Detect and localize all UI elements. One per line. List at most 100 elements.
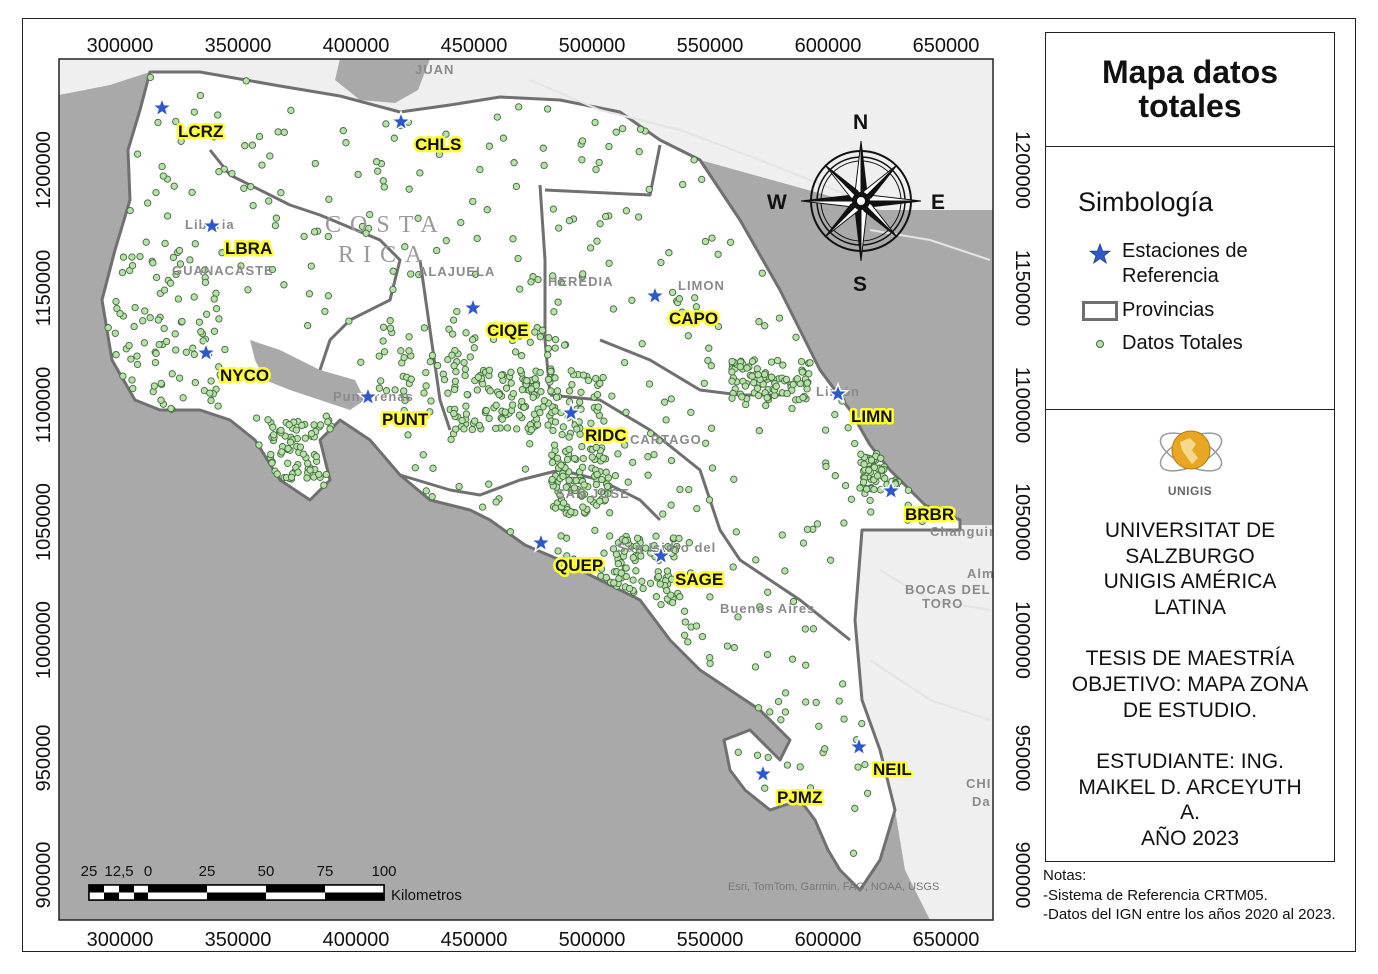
station-star-icon[interactable] (150, 95, 174, 118)
data-point (152, 349, 160, 358)
data-point (878, 466, 886, 474)
data-point (752, 556, 760, 564)
data-point (576, 398, 584, 406)
data-point (767, 358, 776, 366)
y-tick-left: 1050000 (33, 483, 55, 561)
station-star-icon[interactable] (649, 543, 673, 566)
data-point (584, 376, 593, 385)
station-star-icon[interactable] (643, 283, 667, 306)
data-point (242, 77, 250, 85)
logo-text: UNIGIS (1167, 484, 1213, 498)
data-point (311, 159, 319, 168)
data-point (684, 638, 692, 646)
notes: Notas: -Sistema de Referencia CRTM05. -D… (1043, 866, 1343, 925)
x-tick-bottom: 600000 (795, 929, 862, 951)
data-point (136, 252, 144, 261)
data-point (527, 426, 536, 434)
data-point (210, 133, 218, 141)
data-point (860, 460, 868, 468)
data-point (284, 459, 292, 467)
data-point (428, 493, 436, 501)
data-point (471, 270, 480, 278)
data-point (294, 468, 302, 476)
y-ticks-right: 1200000 1150000 1100000 1050000 1000000 95000… (1011, 131, 1033, 908)
data-point (169, 253, 178, 262)
data-point (526, 440, 534, 448)
station-label-quep: QUEP (555, 556, 603, 575)
data-point (620, 547, 629, 555)
data-point (793, 375, 802, 383)
data-point (865, 466, 873, 474)
data-point (161, 239, 169, 248)
institution-line-4: LATINA (1154, 595, 1226, 619)
data-point (411, 464, 419, 472)
data-point (215, 315, 223, 323)
x-tick-bottom: 350000 (205, 929, 272, 951)
data-point (152, 188, 160, 197)
data-point (249, 201, 257, 210)
data-point (755, 318, 763, 326)
station-star-icon[interactable] (200, 213, 224, 236)
data-point (667, 591, 675, 599)
data-point (550, 308, 558, 316)
data-point (215, 363, 223, 371)
data-point (130, 322, 138, 331)
station-star-icon[interactable] (194, 340, 218, 363)
data-point (321, 307, 329, 316)
data-point (676, 485, 684, 494)
data-point (516, 332, 524, 340)
data-point (762, 401, 770, 410)
data-point (570, 555, 578, 563)
station-star-icon[interactable] (529, 530, 553, 553)
data-point (405, 333, 413, 341)
station-star-icon[interactable] (751, 761, 775, 784)
student-line-1: ESTUDIANTE: ING. (1096, 750, 1284, 774)
station-star-icon[interactable] (879, 478, 903, 501)
station-star-icon[interactable] (389, 109, 413, 132)
data-point (595, 158, 603, 167)
data-point (506, 528, 515, 536)
data-point (586, 244, 595, 252)
data-point (755, 427, 763, 435)
data-point (178, 317, 186, 326)
data-point (435, 150, 444, 159)
data-point (125, 341, 133, 350)
data-point (515, 411, 524, 419)
data-point (354, 170, 362, 179)
station-star-icon[interactable] (356, 384, 380, 407)
data-point (420, 389, 428, 397)
data-point (705, 344, 713, 352)
map-border (58, 58, 994, 921)
data-point (322, 470, 330, 479)
station-star-icon[interactable] (461, 295, 485, 318)
data-point (451, 377, 460, 385)
station-star-icon[interactable] (826, 381, 850, 404)
data-point (175, 374, 184, 382)
data-point (499, 134, 508, 142)
y-tick-right: 1100000 (1011, 367, 1033, 443)
student-line-2: MAIKEL D. ARCEYUTH (1078, 775, 1302, 799)
data-point (567, 508, 575, 516)
data-point (155, 340, 163, 349)
data-point (708, 234, 716, 242)
data-point (706, 593, 714, 601)
station-star-icon[interactable] (559, 400, 583, 423)
station-star-icon[interactable] (847, 734, 871, 757)
map-area[interactable]: JUAN COSTA RICA GUANACASTE ALAJUELA HERE… (59, 59, 1020, 920)
data-point (605, 142, 613, 151)
data-point (839, 680, 847, 688)
data-point (162, 337, 171, 346)
x-tick-bottom: 400000 (323, 929, 390, 951)
data-point (339, 127, 347, 135)
data-point (856, 484, 864, 492)
data-point (307, 262, 315, 270)
data-point (167, 404, 175, 413)
data-point (646, 579, 655, 587)
data-point (401, 243, 409, 251)
place-juan: JUAN (415, 62, 454, 77)
data-point (622, 408, 630, 416)
data-point (307, 430, 316, 438)
place-costa: COSTA (325, 212, 447, 238)
data-point (471, 417, 479, 425)
